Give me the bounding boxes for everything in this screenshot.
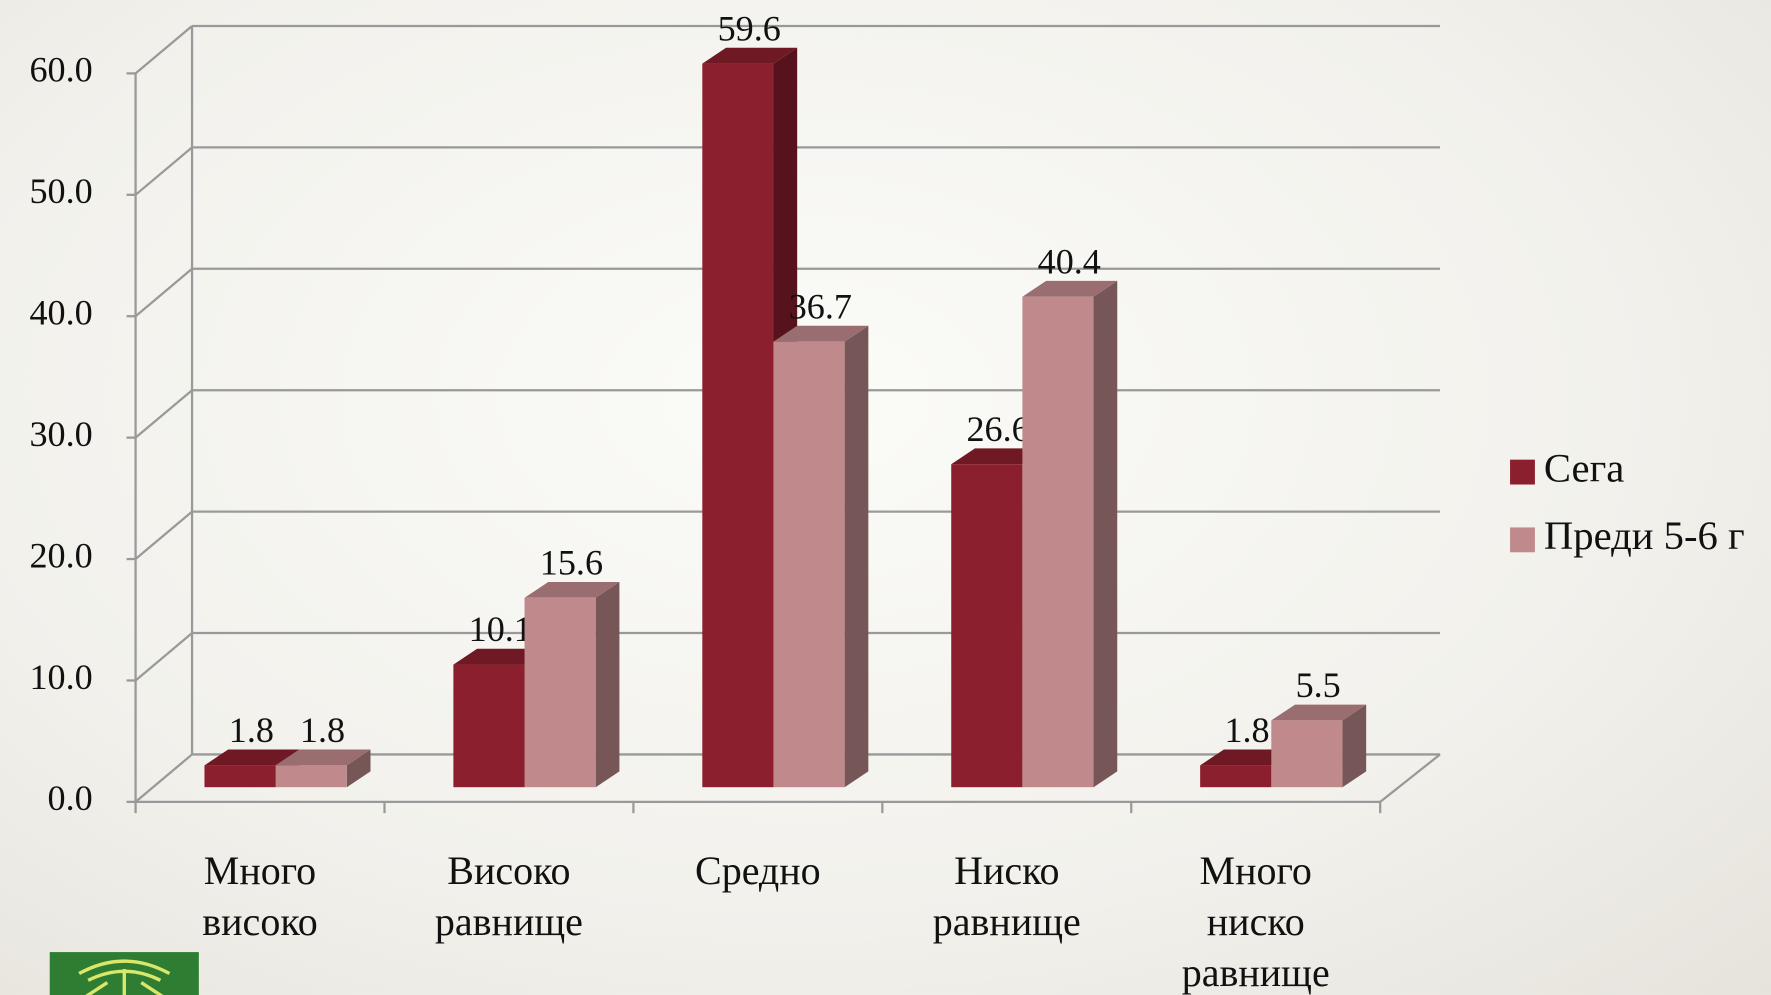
data-label: 5.5 xyxy=(1296,665,1341,705)
bar xyxy=(1271,720,1343,788)
bar-side xyxy=(1342,704,1367,788)
x-tick-label: Много ниско равнище xyxy=(1181,847,1330,995)
bar-side xyxy=(346,749,371,788)
data-label: 26.6 xyxy=(966,409,1029,449)
data-label: 1.8 xyxy=(1224,710,1269,750)
data-label: 1.8 xyxy=(300,710,345,750)
legend-label: Сега xyxy=(1544,445,1624,490)
bar xyxy=(1200,765,1272,788)
logo-icon xyxy=(78,959,171,995)
logo xyxy=(49,952,199,995)
bar-side xyxy=(1093,280,1118,788)
data-label: 59.6 xyxy=(718,8,781,48)
y-tick-label: 50.0 xyxy=(29,171,92,211)
bar xyxy=(702,63,774,788)
bar-top xyxy=(702,47,798,64)
grid-line-diag xyxy=(134,389,193,439)
grid-line-diag xyxy=(134,510,193,560)
grid-line-diag xyxy=(134,267,193,318)
y-tick-label: 40.0 xyxy=(29,293,92,333)
floor-right xyxy=(1379,753,1441,803)
bar-top xyxy=(773,325,869,342)
grid-line-diag xyxy=(134,25,193,75)
bar-side xyxy=(595,581,620,788)
y-tick-label: 20.0 xyxy=(29,535,92,575)
data-label: 1.8 xyxy=(229,710,274,750)
data-label: 40.4 xyxy=(1038,241,1101,281)
grid-line-diag xyxy=(134,146,193,196)
data-label: 10.1 xyxy=(469,609,532,649)
y-tick-label: 60.0 xyxy=(29,50,92,90)
bar xyxy=(1022,296,1094,788)
data-label: 15.6 xyxy=(540,542,603,582)
x-tick-label: Средно xyxy=(695,847,821,893)
bar-top xyxy=(1271,704,1367,721)
data-label: 36.7 xyxy=(789,286,852,326)
bar-top xyxy=(1022,280,1118,297)
bar xyxy=(524,597,596,788)
bar-top xyxy=(275,749,371,766)
bar xyxy=(951,464,1023,788)
grid-line-diag xyxy=(134,753,193,803)
y-tick-label: 10.0 xyxy=(29,657,92,697)
x-tick-label: Ниско равнище xyxy=(932,847,1081,944)
legend-label: Преди 5-6 г xyxy=(1544,513,1745,558)
bar xyxy=(275,765,347,788)
y-tick-label: 0.0 xyxy=(48,778,93,818)
y-tick-label: 30.0 xyxy=(29,414,92,454)
bar xyxy=(453,664,525,788)
x-tick-label: Високо равнище xyxy=(434,847,583,944)
bar-top xyxy=(204,749,300,766)
legend-swatch xyxy=(1510,459,1535,485)
bar-side xyxy=(844,325,869,788)
bar xyxy=(204,765,276,788)
bar-top xyxy=(524,581,620,598)
grid-line-diag xyxy=(134,632,193,682)
legend-swatch xyxy=(1510,527,1535,553)
x-tick-label: Много високо xyxy=(202,847,318,944)
bar xyxy=(773,341,845,788)
